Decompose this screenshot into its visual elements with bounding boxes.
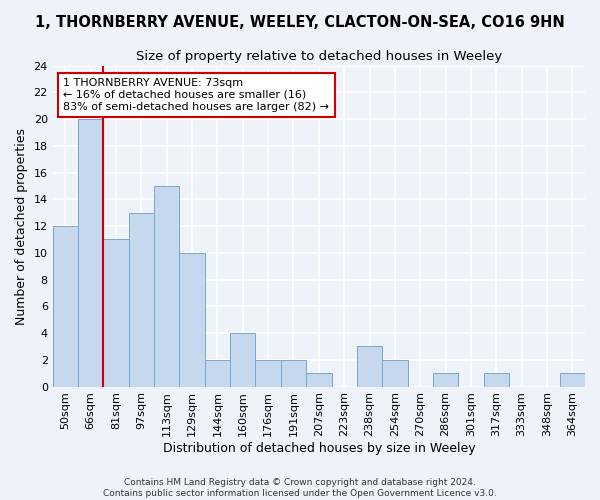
- X-axis label: Distribution of detached houses by size in Weeley: Distribution of detached houses by size …: [163, 442, 475, 455]
- Bar: [560, 373, 585, 386]
- Bar: [129, 212, 154, 386]
- Bar: [230, 333, 256, 386]
- Text: Contains HM Land Registry data © Crown copyright and database right 2024.
Contai: Contains HM Land Registry data © Crown c…: [103, 478, 497, 498]
- Bar: [382, 360, 407, 386]
- Bar: [103, 240, 129, 386]
- Bar: [281, 360, 306, 386]
- Bar: [306, 373, 332, 386]
- Bar: [154, 186, 179, 386]
- Bar: [433, 373, 458, 386]
- Y-axis label: Number of detached properties: Number of detached properties: [15, 128, 28, 324]
- Bar: [78, 119, 103, 386]
- Bar: [484, 373, 509, 386]
- Bar: [205, 360, 230, 386]
- Bar: [357, 346, 382, 387]
- Title: Size of property relative to detached houses in Weeley: Size of property relative to detached ho…: [136, 50, 502, 63]
- Text: 1 THORNBERRY AVENUE: 73sqm
← 16% of detached houses are smaller (16)
83% of semi: 1 THORNBERRY AVENUE: 73sqm ← 16% of deta…: [64, 78, 329, 112]
- Bar: [256, 360, 281, 386]
- Bar: [53, 226, 78, 386]
- Text: 1, THORNBERRY AVENUE, WEELEY, CLACTON-ON-SEA, CO16 9HN: 1, THORNBERRY AVENUE, WEELEY, CLACTON-ON…: [35, 15, 565, 30]
- Bar: [179, 253, 205, 386]
